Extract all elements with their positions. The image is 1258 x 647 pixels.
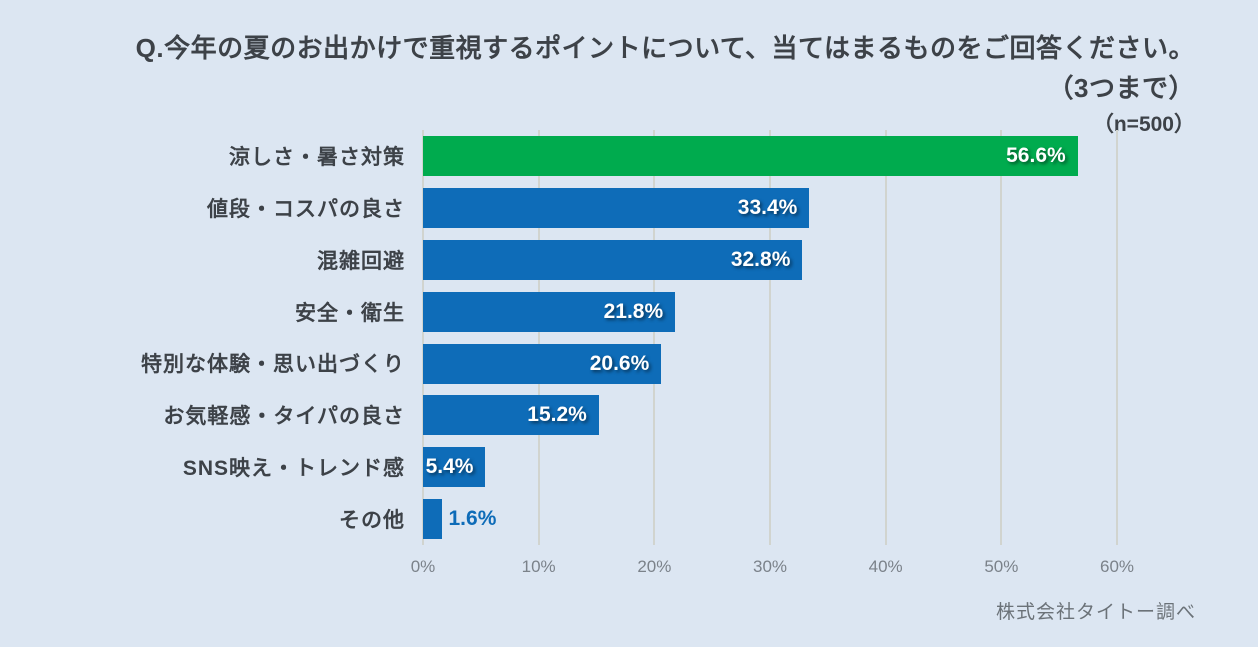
value-label: 32.8%	[730, 247, 791, 271]
x-tick-label: 20%	[637, 557, 672, 576]
bar-rows: 涼しさ・暑さ対策 56.6% 値段・コスパの良さ 33.4% 混雑回避 32.8% 安全・衛…	[0, 130, 1258, 545]
category-label: その他	[339, 509, 405, 533]
gridline	[769, 130, 771, 545]
value-label: 21.8%	[603, 299, 664, 323]
bar-row: 涼しさ・暑さ対策 56.6%	[0, 130, 1258, 182]
source-note: 株式会社タイトー調べ	[995, 602, 1196, 623]
bar: 33.4%	[423, 187, 810, 228]
chart-title-limit-note: （3つまで）	[1047, 73, 1195, 103]
bar: 56.6%	[423, 136, 1078, 176]
gridline	[422, 130, 424, 545]
category-label: 安全・衛生	[295, 301, 405, 325]
value-label: 15.2%	[527, 403, 587, 427]
bar-row: その他 1.6%	[0, 493, 1258, 545]
bar-row: お気軽感・タイパの良さ 15.2%	[0, 389, 1258, 441]
gridline	[653, 130, 656, 545]
x-tick-label: 0%	[410, 557, 436, 576]
plot-area	[422, 130, 1118, 545]
category-label: お気軽感・タイパの良さ	[163, 405, 405, 429]
chart-title-block: Q.今年の夏のお出かけで重視するポイントについて、当てはまるものをご回答ください…	[136, 28, 1195, 140]
bar-row: 特別な体験・思い出づくり 20.6%	[0, 338, 1258, 390]
gridline	[1116, 130, 1118, 545]
value-label: 20.6%	[589, 351, 650, 375]
bar: 20.6%	[423, 343, 662, 384]
value-label: 1.6%	[448, 507, 497, 531]
x-tick-label: 30%	[752, 557, 788, 576]
category-label: 値段・コスパの良さ	[207, 197, 405, 221]
bar: 32.8%	[423, 239, 803, 280]
gridline	[884, 130, 887, 545]
chart-title: Q.今年の夏のお出かけで重視するポイントについて、当てはまるものをご回答ください…	[135, 33, 1195, 63]
category-label: 涼しさ・暑さ対策	[229, 145, 405, 169]
bar-row: 値段・コスパの良さ 33.4%	[0, 182, 1258, 234]
category-label: 混雑回避	[317, 249, 405, 273]
bar: 15.2%	[423, 395, 599, 436]
bar: 5.4%	[423, 447, 486, 488]
gridline	[537, 130, 540, 545]
value-label: 56.6%	[1006, 144, 1066, 167]
category-label: SNS映え・トレンド感	[182, 457, 405, 481]
bar	[423, 499, 442, 540]
sample-size-note: （n=500）	[1092, 113, 1195, 136]
bar-row: 安全・衛生 21.8%	[0, 286, 1258, 338]
gridline	[1000, 130, 1003, 545]
value-label: 33.4%	[737, 195, 798, 219]
x-tick-label: 60%	[1099, 557, 1135, 576]
x-tick-label: 10%	[521, 557, 556, 576]
x-tick-label: 50%	[984, 557, 1019, 576]
bar: 21.8%	[423, 291, 676, 332]
category-label: 特別な体験・思い出づくり	[141, 353, 405, 377]
x-tick-label: 40%	[868, 557, 903, 576]
bar-row: 混雑回避 32.8%	[0, 234, 1258, 286]
bar-row: SNS映え・トレンド感 5.4%	[0, 441, 1258, 493]
value-label: 5.4%	[425, 455, 474, 479]
x-axis: 0% 10% 20% 30% 40% 50% 60%	[411, 557, 1134, 583]
